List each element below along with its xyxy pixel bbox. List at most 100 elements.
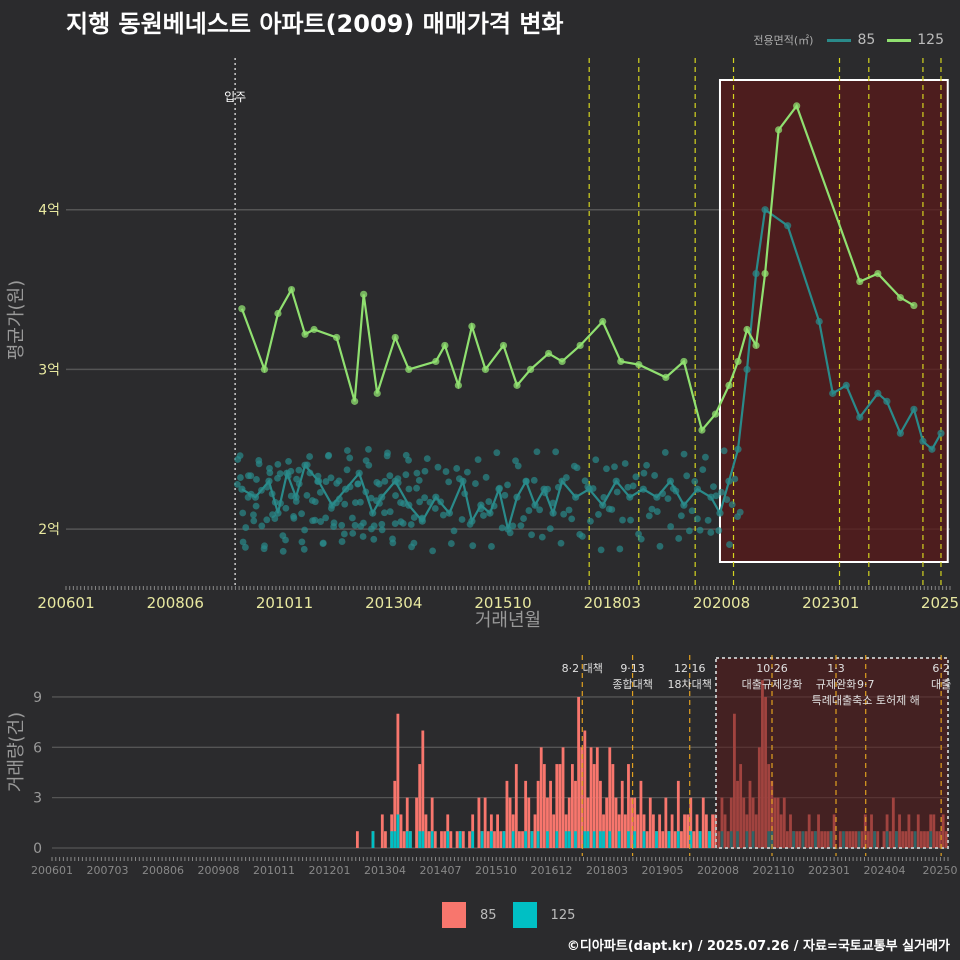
data-point-85 (696, 526, 704, 534)
data-point-85 (710, 483, 717, 491)
data-point-85 (514, 462, 522, 470)
x-tick-label: 200601 (37, 594, 94, 612)
data-point-85 (584, 483, 592, 491)
data-point-85 (595, 511, 602, 518)
bar-85 (592, 764, 596, 848)
bar-85 (645, 831, 649, 848)
legend-line-85 (827, 38, 852, 42)
bar-85 (380, 814, 384, 848)
bar-85 (664, 797, 668, 848)
data-point-85 (421, 467, 429, 475)
vol-y-tick: 0 (33, 841, 42, 857)
data-point-85 (405, 485, 413, 493)
legend-bar-label-85: 85 (480, 907, 497, 923)
data-point-85 (314, 478, 322, 485)
policy-label: 9·7 (857, 678, 875, 691)
data-point-85 (704, 516, 712, 524)
chart-title: 지행 동원베네스트 아파트(2009) 매매가격 변화 (66, 10, 564, 38)
vol-x-tick-label: 202301 (808, 864, 850, 877)
data-point-85 (528, 531, 535, 539)
vol-y-tick: 6 (33, 740, 42, 756)
bar-85 (567, 797, 571, 848)
data-point-85 (250, 511, 257, 519)
data-point-85 (509, 522, 517, 530)
y-tick-label: 3억 (38, 362, 60, 378)
data-point-85 (469, 542, 477, 550)
bar-125 (421, 831, 425, 848)
bar-125 (555, 831, 559, 848)
x-tick-label: 200806 (147, 594, 204, 612)
data-point-85 (536, 506, 544, 514)
data-point-85 (581, 477, 589, 485)
bar-125 (617, 831, 621, 848)
data-point-85 (592, 456, 600, 464)
data-point-85 (442, 468, 450, 475)
data-point-85 (357, 498, 364, 506)
bar-125 (396, 814, 400, 848)
data-point-85 (458, 516, 466, 523)
bar-85 (499, 831, 503, 848)
y-tick-label: 4억 (38, 203, 60, 219)
data-point-85 (640, 469, 648, 477)
data-point-85 (723, 496, 731, 503)
data-point-85 (269, 511, 276, 519)
data-point-85 (295, 480, 303, 488)
data-point-85 (627, 516, 634, 524)
data-point-85 (707, 529, 715, 536)
data-point-85 (485, 498, 493, 505)
policy-label: 12·16 (674, 662, 706, 675)
data-point-85 (549, 499, 557, 507)
highlight-region (718, 79, 949, 563)
data-point-85 (309, 517, 317, 525)
vol-x-tick-label: 202404 (864, 864, 906, 877)
data-point-85 (391, 520, 399, 528)
x-tick-label: 202008 (693, 594, 750, 612)
legend-title: 전용면적(㎡) (753, 34, 814, 47)
data-point-85 (482, 473, 490, 481)
bar-85 (399, 814, 403, 848)
data-point-85 (333, 479, 341, 487)
bar-125 (489, 831, 493, 848)
data-point-85 (504, 481, 511, 489)
vol-x-tick-label: 201201 (309, 864, 351, 877)
policy-label: 18차대책 (668, 678, 712, 691)
bar-85 (558, 764, 562, 848)
bar-125 (524, 831, 528, 848)
data-point-85 (271, 498, 279, 506)
bar-85 (496, 814, 500, 848)
policy-label: 6·2 (932, 662, 950, 675)
bar-85 (704, 814, 708, 848)
data-point-85 (613, 488, 621, 496)
bar-125 (567, 831, 571, 848)
data-point-85 (512, 457, 519, 465)
policy-label: 종합대책 (612, 678, 652, 691)
bar-125 (698, 831, 702, 848)
data-point-85 (589, 485, 597, 492)
legend-label-125: 125 (917, 32, 944, 48)
data-point-85 (600, 493, 608, 501)
data-point-85 (565, 506, 573, 514)
data-point-85 (338, 538, 346, 545)
data-point-85 (287, 492, 295, 500)
bar-85 (440, 831, 443, 848)
x-tick-label: 201011 (256, 594, 313, 612)
data-point-85 (568, 515, 576, 523)
data-point-85 (298, 538, 306, 546)
data-point-85 (338, 521, 346, 529)
data-point-85 (699, 466, 707, 474)
bar-85 (539, 747, 543, 848)
data-point-85 (394, 479, 402, 487)
bar-125 (689, 831, 693, 848)
data-point-85 (677, 512, 685, 520)
data-point-85 (463, 468, 471, 476)
bar-125 (564, 831, 568, 848)
data-point-85 (266, 469, 274, 477)
bar-125 (390, 831, 394, 848)
bar-85 (586, 797, 590, 848)
data-point-85 (301, 526, 308, 534)
x-tick-label: 2025 (921, 594, 959, 612)
policy-label: 규제완화 (816, 678, 856, 691)
data-point-85 (645, 512, 653, 520)
policy-label: 1·3 (827, 662, 845, 675)
